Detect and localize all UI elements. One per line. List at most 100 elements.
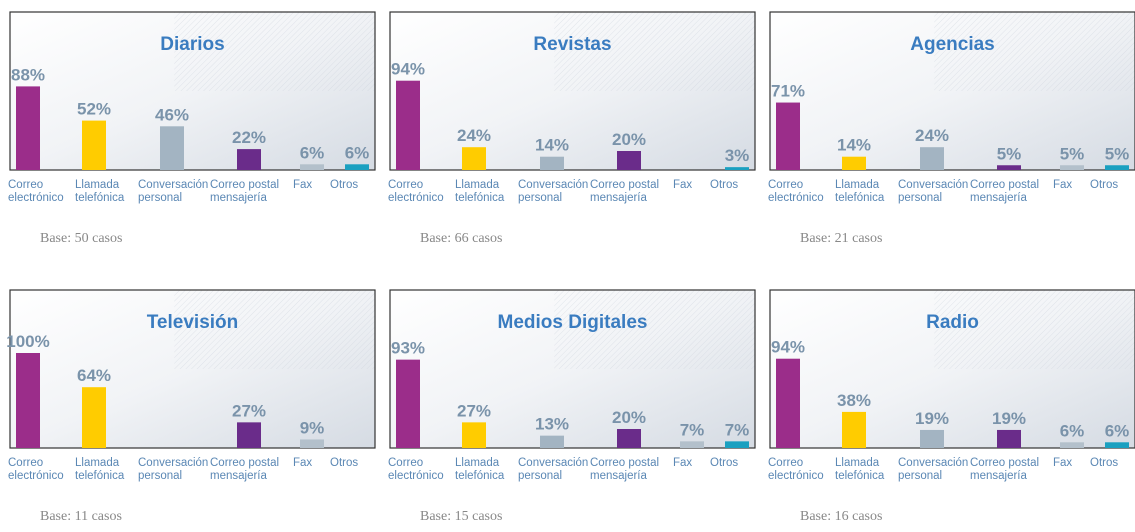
- category-label: Correo electrónico: [388, 179, 444, 204]
- category-label: Conversación personal: [898, 457, 968, 482]
- category-label: Llamada telefónica: [835, 457, 885, 482]
- value-label: 13%: [535, 415, 569, 434]
- category-label: Fax: [673, 457, 692, 469]
- bar: [920, 147, 944, 170]
- value-label: 38%: [837, 391, 871, 410]
- base-note: Base: 15 casos: [420, 509, 502, 524]
- value-label: 52%: [77, 100, 111, 119]
- bar: [300, 164, 324, 170]
- category-label: Otros: [1090, 457, 1118, 469]
- category-label: Correo postal mensajería: [970, 179, 1039, 204]
- bar: [540, 156, 564, 170]
- bar: [237, 149, 261, 170]
- base-note: Base: 16 casos: [800, 509, 882, 524]
- category-label: Conversación personal: [898, 179, 968, 204]
- bar: [776, 358, 800, 448]
- bar: [776, 102, 800, 170]
- value-label: 6%: [1105, 421, 1130, 440]
- value-label: 27%: [232, 401, 266, 420]
- bar: [237, 422, 261, 448]
- category-label: Correo postal mensajería: [210, 179, 279, 204]
- value-label: 7%: [680, 420, 705, 439]
- bar: [997, 429, 1021, 448]
- base-note: Base: 21 casos: [800, 231, 882, 246]
- bar: [82, 387, 106, 448]
- panel-hatch: [174, 290, 375, 369]
- value-label: 46%: [155, 105, 189, 124]
- bar: [1105, 442, 1129, 448]
- base-note: Base: 66 casos: [420, 231, 502, 246]
- bar: [680, 441, 704, 448]
- category-label: Conversación personal: [518, 179, 588, 204]
- panel-border: [9, 289, 376, 449]
- category-label: Correo electrónico: [388, 457, 444, 482]
- bar: [842, 411, 866, 448]
- value-label: 64%: [77, 366, 111, 385]
- value-label: 6%: [1060, 421, 1085, 440]
- category-label: Llamada telefónica: [75, 457, 125, 482]
- category-label: Conversación personal: [138, 457, 208, 482]
- chart-title: Diarios: [160, 34, 224, 55]
- bar: [462, 422, 486, 448]
- chart-panel: Televisión 100% Correo electrónico 64% Llamad…: [6, 289, 376, 524]
- panel-hatch: [554, 12, 755, 91]
- category-label: Llamada telefónica: [455, 179, 505, 204]
- bar: [617, 429, 641, 448]
- bar: [160, 126, 184, 170]
- chart-panel: Revistas 94% Correo electrónico 24% Llamada te…: [388, 11, 756, 246]
- category-label: Llamada telefónica: [835, 179, 885, 204]
- chart-title: Radio: [926, 312, 979, 333]
- category-label: Otros: [1090, 179, 1118, 191]
- value-label: 93%: [391, 339, 425, 358]
- value-label: 5%: [1105, 144, 1130, 163]
- value-label: 24%: [457, 126, 491, 145]
- category-label: Correo postal mensajería: [590, 457, 659, 482]
- panel-hatch: [554, 290, 755, 369]
- bar: [396, 359, 420, 448]
- bar: [920, 429, 944, 448]
- chart-title: Agencias: [910, 34, 994, 55]
- value-label: 14%: [837, 136, 871, 155]
- category-label: Otros: [330, 457, 358, 469]
- value-label: 19%: [992, 409, 1026, 428]
- bar: [345, 164, 369, 170]
- chart-title: Medios Digitales: [498, 312, 648, 333]
- category-label: Otros: [710, 179, 738, 191]
- bar: [617, 151, 641, 170]
- bar: [16, 353, 40, 448]
- value-label: 14%: [535, 136, 569, 155]
- value-label: 6%: [345, 143, 370, 162]
- bar: [300, 439, 324, 448]
- bar: [725, 441, 749, 448]
- category-label: Otros: [330, 179, 358, 191]
- bar: [82, 120, 106, 170]
- chart-title: Revistas: [533, 34, 611, 55]
- category-label: Conversación personal: [138, 179, 208, 204]
- base-note: Base: 50 casos: [40, 231, 122, 246]
- bar: [16, 86, 40, 170]
- category-label: Conversación personal: [518, 457, 588, 482]
- category-label: Correo postal mensajería: [210, 457, 279, 482]
- panel-hatch: [174, 12, 375, 91]
- category-label: Correo postal mensajería: [970, 457, 1039, 482]
- bar: [1105, 165, 1129, 170]
- value-label: 19%: [915, 409, 949, 428]
- value-label: 9%: [300, 418, 325, 437]
- value-label: 94%: [391, 60, 425, 79]
- value-label: 71%: [771, 82, 805, 101]
- category-label: Fax: [1053, 457, 1072, 469]
- chart-panel: Agencias 71% Correo electrónico 14% Llamada te…: [768, 11, 1135, 246]
- panel-border: [389, 11, 756, 171]
- bar: [1060, 442, 1084, 448]
- value-label: 5%: [997, 144, 1022, 163]
- value-label: 7%: [725, 420, 750, 439]
- chart-panel: Diarios 88% Correo electrónico 52% Llamada tel…: [8, 11, 376, 246]
- value-label: 94%: [771, 338, 805, 357]
- chart-panel: Medios Digitales 93% Correo electrónico 27% L…: [388, 289, 756, 524]
- bar: [462, 147, 486, 170]
- category-label: Llamada telefónica: [75, 179, 125, 204]
- panel-border: [9, 11, 376, 171]
- value-label: 5%: [1060, 144, 1085, 163]
- panel-hatch: [934, 12, 1135, 91]
